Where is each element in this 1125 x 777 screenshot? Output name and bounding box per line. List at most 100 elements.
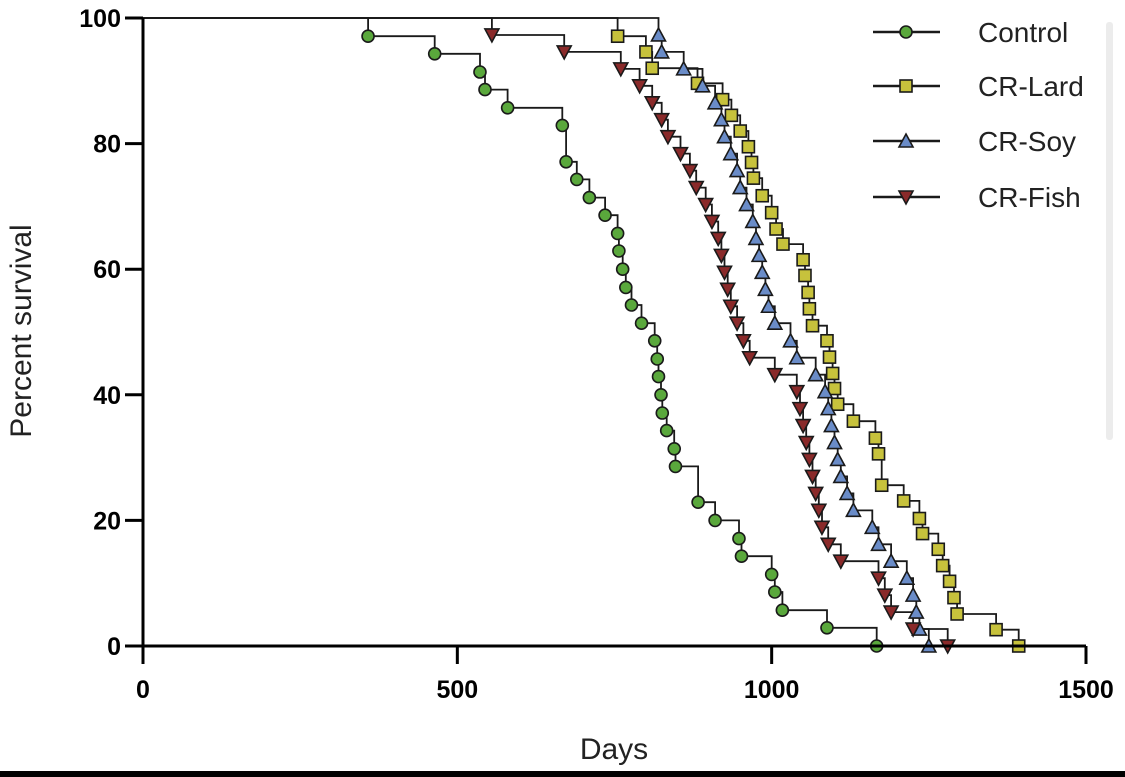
data-point-control <box>768 585 782 599</box>
data-point-cr-soy <box>807 366 825 382</box>
data-point-control <box>647 333 662 348</box>
data-point-cr-soy <box>788 349 806 365</box>
data-point-cr-lard <box>874 478 889 493</box>
legend-label-cr-soy: CR-Soy <box>978 126 1076 157</box>
data-point-cr-soy <box>782 332 799 348</box>
data-point-cr-fish <box>555 45 573 61</box>
data-point-cr-lard <box>724 108 739 123</box>
legend-label-control: Control <box>978 17 1068 48</box>
data-point-control <box>559 155 573 169</box>
data-point-cr-lard <box>950 607 964 621</box>
data-point-control <box>691 495 705 509</box>
data-point-cr-soy <box>819 399 837 416</box>
data-point-cr-fish <box>904 622 922 638</box>
data-point-cr-fish <box>631 79 648 95</box>
legend-label-cr-fish: CR-Fish <box>978 182 1081 213</box>
data-point-cr-fish <box>653 112 670 129</box>
y-tick-label: 80 <box>93 131 121 159</box>
data-point-cr-lard <box>798 268 812 283</box>
legend-item-cr-soy: CR-Soy <box>873 126 1076 157</box>
data-point-control <box>659 423 674 438</box>
data-point-cr-soy <box>766 314 784 331</box>
data-point-cr-soy <box>713 111 730 127</box>
y-tick-label: 20 <box>93 507 121 535</box>
data-point-cr-soy <box>750 246 768 263</box>
x-tick-label: 500 <box>436 676 478 704</box>
data-point-cr-lard <box>805 318 820 333</box>
data-point-cr-fish <box>819 537 837 553</box>
bottom-border <box>0 771 1125 777</box>
data-point-control <box>764 567 779 582</box>
data-point-cr-fish <box>483 28 501 44</box>
data-point-control <box>582 190 597 205</box>
x-tick-label: 1500 <box>1058 676 1114 704</box>
data-point-cr-lard <box>755 188 770 203</box>
data-point-control <box>634 316 649 331</box>
data-point-control <box>555 118 570 133</box>
data-point-control <box>650 352 665 366</box>
data-point-cr-soy <box>675 60 692 76</box>
data-point-cr-fish <box>612 62 630 78</box>
data-point-cr-soy <box>904 586 922 602</box>
data-point-cr-lard <box>610 29 625 44</box>
data-point-cr-soy <box>870 535 887 552</box>
data-point-cr-soy <box>747 229 765 246</box>
data-point-cr-soy <box>722 144 740 161</box>
data-point-cr-lard <box>868 431 883 445</box>
data-point-cr-lard <box>989 622 1003 637</box>
plot-lines <box>143 17 1020 646</box>
data-point-cr-fish <box>804 469 821 486</box>
y-tick-label: 100 <box>79 5 121 33</box>
data-point-cr-lard <box>825 366 840 381</box>
data-point-cr-lard <box>801 285 815 300</box>
data-point-cr-lard <box>846 414 861 428</box>
data-point-cr-fish <box>687 180 705 197</box>
scrollbar[interactable] <box>1106 22 1113 440</box>
data-point-cr-soy <box>738 195 755 212</box>
data-point-control <box>775 603 790 618</box>
data-point-cr-soy <box>731 178 749 195</box>
data-point-control <box>654 387 668 402</box>
data-point-cr-fish <box>810 503 828 520</box>
plot-markers <box>361 26 1026 655</box>
data-point-cr-lard <box>871 447 886 461</box>
data-point-cr-lard <box>733 124 748 138</box>
data-point-control <box>619 280 633 295</box>
data-point-cr-soy <box>845 501 862 518</box>
data-point-cr-lard <box>802 301 817 316</box>
data-point-control <box>667 442 682 456</box>
y-tick-label: 0 <box>107 633 121 661</box>
data-point-cr-soy <box>653 43 670 59</box>
data-point-cr-lard <box>776 237 790 251</box>
data-point-cr-fish <box>801 452 818 469</box>
data-point-cr-soy <box>706 94 724 110</box>
data-point-control <box>598 208 612 222</box>
data-point-cr-fish <box>794 418 812 435</box>
data-point-cr-lard <box>931 542 946 557</box>
data-point-control <box>615 262 630 277</box>
legend-marker-cr-lard <box>899 79 913 93</box>
x-tick-label: 0 <box>136 676 150 704</box>
data-point-cr-fish <box>716 265 733 282</box>
data-point-cr-fish <box>659 129 677 146</box>
data-point-cr-soy <box>694 77 711 93</box>
data-point-cr-fish <box>813 520 831 536</box>
data-point-cr-fish <box>876 588 894 604</box>
data-point-cr-fish <box>882 605 900 621</box>
data-point-control <box>655 406 670 420</box>
legend-item-cr-fish: CR-Fish <box>873 182 1081 213</box>
data-point-cr-lard <box>822 350 837 364</box>
data-point-cr-fish <box>741 350 759 367</box>
data-point-cr-fish <box>832 554 850 570</box>
data-point-cr-soy <box>757 280 774 297</box>
data-point-cr-soy <box>826 433 843 450</box>
x-tick-label: 1000 <box>744 676 800 704</box>
data-point-cr-soy <box>832 467 850 484</box>
y-tick-label: 60 <box>93 256 121 284</box>
data-point-cr-lard <box>830 397 845 412</box>
data-point-control <box>478 82 492 97</box>
data-point-cr-soy <box>650 26 667 42</box>
data-point-cr-lard <box>935 558 950 573</box>
data-point-cr-soy <box>716 128 733 144</box>
data-point-cr-soy <box>898 569 916 585</box>
